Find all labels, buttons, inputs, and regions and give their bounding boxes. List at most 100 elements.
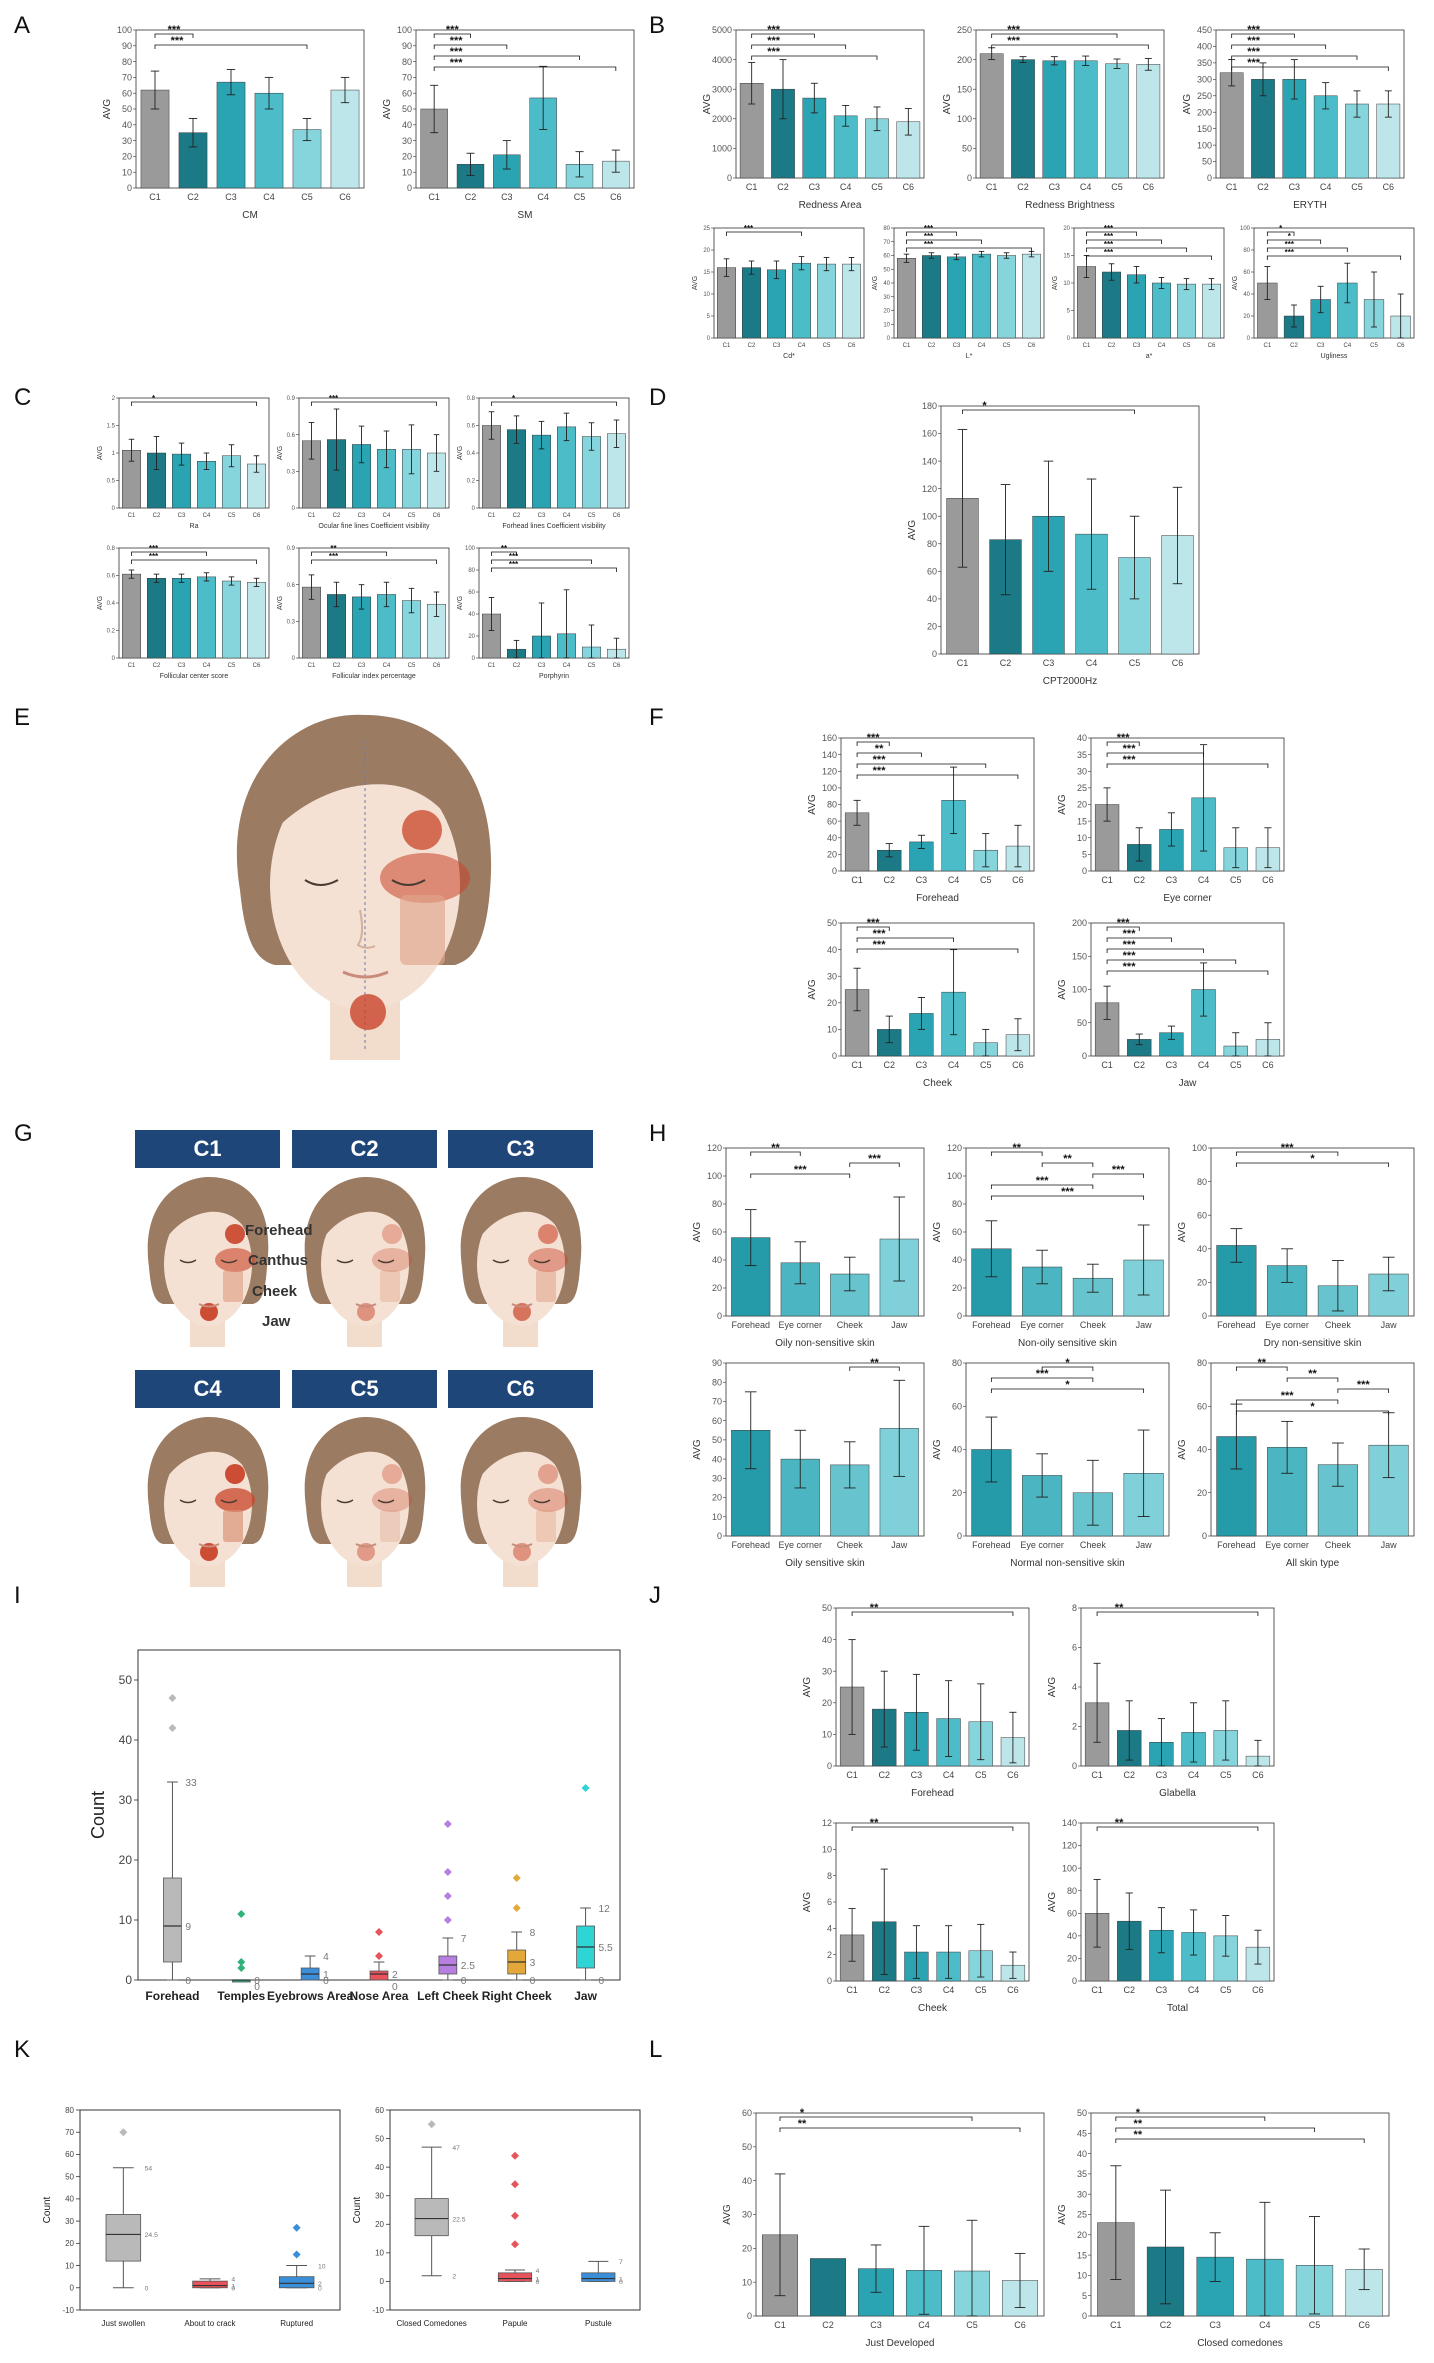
y-tick-label: 100 xyxy=(957,114,972,124)
x-tick-label: C5 xyxy=(966,2320,978,2330)
x-tick-label: C1 xyxy=(488,663,496,669)
outlier-point xyxy=(581,1784,590,1792)
significance-label: *** xyxy=(767,46,781,58)
significance-label: * xyxy=(1136,2107,1141,2119)
y-tick-label: 10 xyxy=(1077,833,1087,843)
significance-bracket xyxy=(1096,1826,1259,1831)
significance-label: *** xyxy=(450,46,464,58)
x-tick-label: C5 xyxy=(1003,343,1011,349)
bar-c1 xyxy=(979,53,1004,179)
significance-bracket xyxy=(856,752,922,757)
bar-c5 xyxy=(1105,63,1129,179)
y-tick-label: 0 xyxy=(967,173,972,183)
y-tick-label: 40 xyxy=(1077,733,1087,743)
y-tick-label: 8 xyxy=(1072,1603,1077,1613)
condition-banner-c1: C1 xyxy=(135,1130,280,1168)
outlier-point xyxy=(511,2211,519,2220)
significance-bracket xyxy=(491,551,517,556)
y-tick-label: 1000 xyxy=(712,144,732,154)
jaw-region-spot xyxy=(350,994,386,1030)
mouth xyxy=(342,970,389,979)
bar-c1 xyxy=(122,573,141,659)
y-tick-label: 120 xyxy=(1062,1841,1077,1851)
y-axis-label: Count xyxy=(352,2196,363,2223)
chart-c-porphyrin: 0 20 40 60 80 100 C1 C2 C3 C4 C5 C6 ******** Porphyri… xyxy=(457,544,630,680)
x-tick-label: C1 xyxy=(1083,343,1091,349)
x-tick-label: C6 xyxy=(610,192,622,202)
significance-label: *** xyxy=(1357,1379,1371,1391)
x-tick-label: C6 xyxy=(1252,1770,1264,1780)
x-tick-label: C4 xyxy=(943,1985,955,1995)
condition-face-c4 xyxy=(147,1417,269,1587)
y-tick-label: 60 xyxy=(65,2150,74,2159)
x-tick-label: C1 xyxy=(428,192,440,202)
x-tick-label: C2 xyxy=(465,192,477,202)
box-stat-label: 22.5 xyxy=(452,2216,465,2223)
y-tick-label: 20 xyxy=(1197,1488,1207,1498)
y-tick-label: 30 xyxy=(883,295,890,301)
y-tick-label: 200 xyxy=(1072,918,1087,928)
y-tick-label: 20 xyxy=(827,998,837,1008)
y-axis-label: AVG xyxy=(1057,979,1068,1000)
y-tick-label: 0 xyxy=(1202,1311,1207,1321)
y-tick-label: 0 xyxy=(747,2311,752,2321)
x-tick-label: C3 xyxy=(1049,182,1061,192)
y-tick-label: 150 xyxy=(957,84,972,94)
x-tick-label: C2 xyxy=(1160,2320,1172,2330)
y-tick-label: 30 xyxy=(119,1793,133,1807)
significance-label: *** xyxy=(1123,950,1137,962)
y-tick-label: 80 xyxy=(1197,1358,1207,1368)
x-tick-label: C6 xyxy=(1012,1060,1024,1070)
significance-label: *** xyxy=(1104,224,1114,233)
significance-bracket xyxy=(1337,1388,1390,1393)
significance-bracket xyxy=(962,409,1135,414)
box-stat-label: 2.5 xyxy=(461,1961,475,1972)
x-tick-label: C4 xyxy=(563,513,571,519)
significance-bracket xyxy=(849,1162,900,1167)
y-axis-label: AVG xyxy=(457,446,464,460)
x-axis-label: Just Developed xyxy=(866,2338,935,2349)
significance-label: ** xyxy=(1134,2129,1143,2141)
y-axis-label: AVG xyxy=(692,1222,703,1243)
x-tick-label: Papule xyxy=(503,2319,528,2328)
y-tick-label: 200 xyxy=(957,55,972,65)
y-tick-label: 30 xyxy=(1077,766,1087,776)
bar-c3 xyxy=(1042,60,1067,179)
y-axis-label: AVG xyxy=(1182,94,1193,115)
significance-bracket xyxy=(154,44,308,49)
x-axis-label: Ra xyxy=(190,523,199,530)
box-stat-label: 9 xyxy=(185,1922,191,1933)
significance-bracket xyxy=(433,55,580,60)
canthus-spot xyxy=(215,1488,255,1512)
y-tick-label: 120 xyxy=(947,1143,962,1153)
y-tick-label: 0 xyxy=(827,1976,832,1986)
x-tick-label: Eye corner xyxy=(778,1540,822,1550)
significance-bracket xyxy=(1106,948,1204,953)
x-tick-label: C1 xyxy=(746,182,758,192)
y-tick-label: 12 xyxy=(822,1818,832,1828)
significance-bracket xyxy=(131,559,257,564)
significance-label: *** xyxy=(329,394,339,403)
significance-label: *** xyxy=(1061,1186,1075,1198)
y-tick-label: 30 xyxy=(742,2210,752,2220)
panel-letter-a: A xyxy=(14,12,31,39)
x-tick-label: C5 xyxy=(975,1770,987,1780)
panel-letter-d: D xyxy=(649,384,667,411)
y-tick-label: 0 xyxy=(472,506,476,512)
plot-frame xyxy=(725,1362,925,1537)
y-tick-label: 50 xyxy=(122,104,132,114)
significance-bracket xyxy=(750,1173,851,1178)
chart-b-cd: 0 5 10 15 20 25 C1 C2 C3 C4 C5 C6 *** Cd* AVG xyxy=(692,224,865,360)
y-tick-label: 35 xyxy=(1077,750,1087,760)
x-tick-label: Forehead xyxy=(731,1540,770,1550)
y-tick-label: 0 xyxy=(292,506,296,512)
bar-c1 xyxy=(1219,72,1244,179)
x-tick-label: C4 xyxy=(948,875,960,885)
y-tick-label: 450 xyxy=(1197,25,1212,35)
significance-label: *** xyxy=(450,57,464,69)
left-eye xyxy=(336,1499,354,1504)
x-tick-label: C2 xyxy=(187,192,199,202)
y-axis-label: AVG xyxy=(1047,1677,1058,1698)
